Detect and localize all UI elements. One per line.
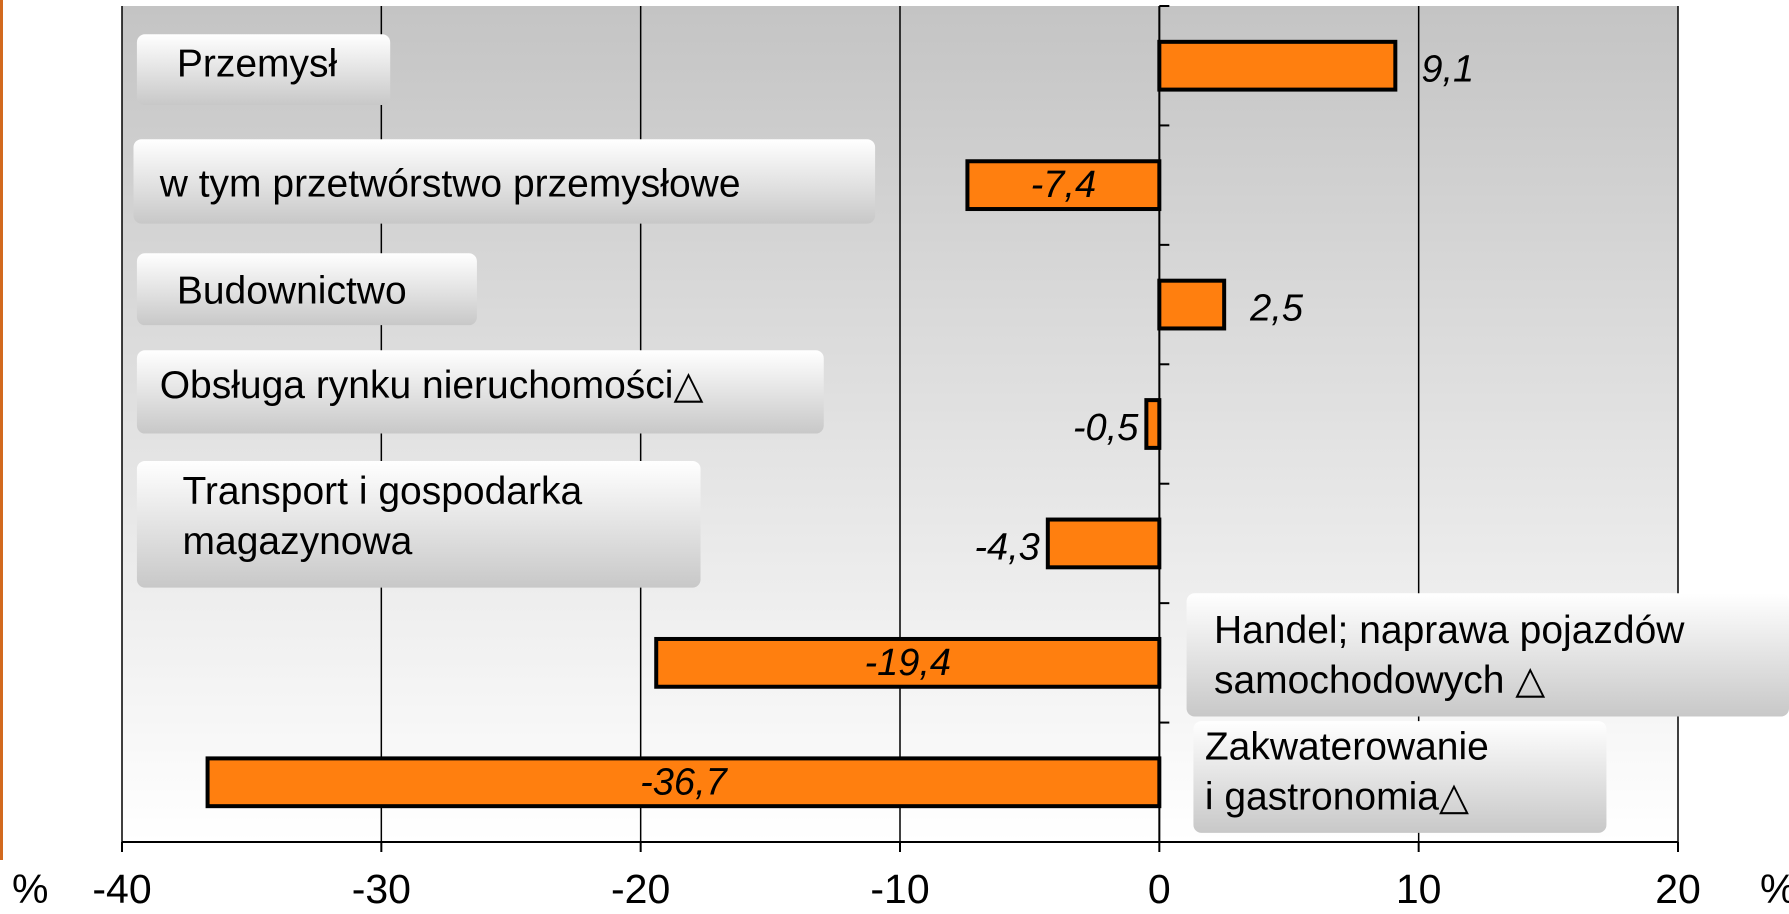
bar <box>1157 39 1398 92</box>
category-label: Transport i gospodarka magazynowa <box>183 470 583 563</box>
x-tick-label: 20 <box>1655 866 1701 912</box>
bar <box>1157 278 1227 331</box>
value-label: -19,4 <box>864 642 951 684</box>
value-label: 9,1 <box>1421 49 1474 91</box>
category-label: Handel; naprawa pojazdów samochodowych △ <box>1214 610 1685 703</box>
category-box <box>136 350 824 434</box>
x-tick-label: -10 <box>870 866 929 912</box>
category-box <box>136 253 477 326</box>
value-label: -36,7 <box>640 761 728 803</box>
x-unit-right: % <box>1760 866 1789 912</box>
bar <box>965 159 1162 212</box>
value-label: -4,3 <box>974 526 1039 568</box>
category-label: Zakwaterowanie i gastronomia△ <box>1205 726 1489 819</box>
value-label: 2,5 <box>1249 288 1304 330</box>
x-unit-left: % <box>12 866 48 912</box>
x-tick-label: -30 <box>352 866 411 912</box>
bar <box>654 636 1162 689</box>
value-label: -7,4 <box>1031 164 1096 206</box>
category-box <box>136 460 701 588</box>
left-border <box>0 0 3 860</box>
category-box <box>1193 721 1607 833</box>
category-box <box>1186 593 1789 717</box>
category-label: w tym przetwórstwo przemysłowe <box>159 162 741 205</box>
category-label: Obsługa rynku nieruchomości△ <box>160 364 704 407</box>
x-tick-label: -20 <box>611 866 670 912</box>
value-label: -0,5 <box>1073 407 1139 449</box>
bar <box>205 756 1162 809</box>
x-tick-label: 0 <box>1148 866 1171 912</box>
category-box <box>136 34 391 105</box>
category-box <box>133 139 876 224</box>
category-label: Przemysł <box>177 42 338 85</box>
x-tick-label: -40 <box>92 866 151 912</box>
category-label: Budownictwo <box>177 270 407 313</box>
x-tick-label: 10 <box>1396 866 1442 912</box>
bar <box>1144 398 1162 450</box>
bar <box>1045 517 1162 570</box>
